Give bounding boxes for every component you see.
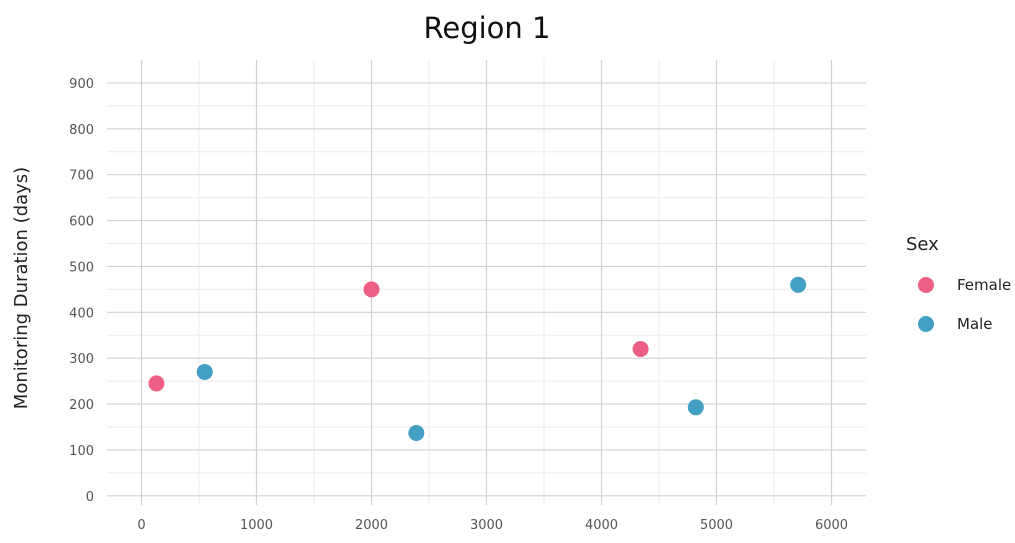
chart-title: Region 1 (424, 11, 551, 45)
male-point (790, 276, 807, 293)
y-tick-label: 0 (86, 490, 94, 505)
x-tick-label: 0 (137, 518, 145, 533)
female-point (632, 341, 649, 358)
female-point (363, 281, 380, 298)
y-tick-label: 200 (69, 398, 94, 413)
x-tick-label: 4000 (585, 518, 618, 533)
y-axis-label: Monitoring Duration (days) (11, 167, 32, 409)
x-tick-label: 5000 (700, 518, 733, 533)
major-gridlines (107, 60, 866, 505)
y-tick-label: 900 (69, 77, 94, 92)
legend-items: Female Male (918, 276, 1011, 333)
male-point (408, 424, 425, 441)
y-axis-ticks: 0 100 200 300 400 500 600 700 800 900 (69, 77, 94, 505)
y-tick-label: 600 (69, 215, 94, 230)
y-tick-label: 400 (69, 306, 94, 321)
x-axis-ticks: 0 1000 2000 3000 4000 5000 6000 (137, 518, 848, 533)
y-tick-label: 700 (69, 169, 94, 184)
legend-label-female: Female (957, 276, 1011, 294)
y-tick-label: 300 (69, 352, 94, 367)
legend-key-male (918, 316, 934, 332)
male-point (687, 399, 704, 416)
legend: Sex Female Male (906, 234, 1011, 333)
male-point (196, 363, 213, 380)
legend-key-female (918, 277, 934, 293)
x-tick-label: 6000 (815, 518, 848, 533)
x-tick-label: 3000 (470, 518, 503, 533)
legend-title: Sex (906, 234, 939, 255)
y-tick-label: 500 (69, 260, 94, 275)
y-tick-label: 800 (69, 123, 94, 138)
legend-label-male: Male (957, 315, 993, 333)
x-tick-label: 2000 (355, 518, 388, 533)
data-points (148, 276, 807, 441)
female-point (148, 375, 165, 392)
y-tick-label: 100 (69, 444, 94, 459)
x-tick-label: 1000 (240, 518, 273, 533)
